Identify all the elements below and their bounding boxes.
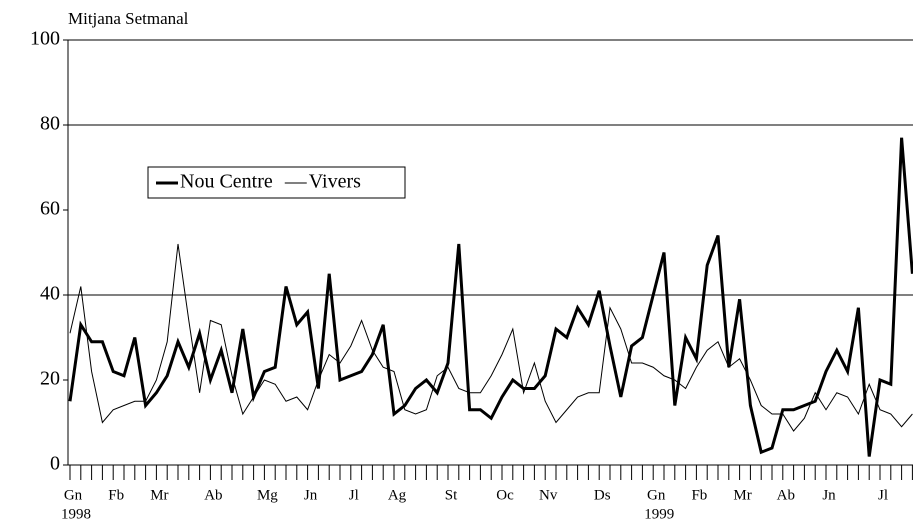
y-tick-label: 0 [50,453,60,475]
legend-label: Nou Centre [180,171,273,193]
legend-box [147,166,406,199]
x-tick-label: St [445,487,458,503]
y-tick-label: 20 [40,368,60,390]
y-tick-label: 80 [40,113,60,135]
x-tick-label: Ab [204,487,222,503]
y-tick-label: 60 [40,198,60,220]
x-tick-label: Mr [733,487,751,503]
chart-title: Mitjana Setmanal [68,9,189,28]
x-year-label: 1998 [61,506,91,522]
y-tick-label: 100 [30,28,60,50]
x-tick-label: Gn [64,487,83,503]
x-tick-label: Ds [594,487,611,503]
x-tick-label: Fb [691,487,707,503]
x-tick-label: Jn [822,487,836,503]
x-tick-label: Jl [878,487,888,503]
x-year-label: 1999 [644,506,674,522]
x-tick-label: Jl [349,487,359,503]
legend-label: Vivers [309,171,361,193]
x-tick-label: Gn [647,487,666,503]
x-tick-label: Nv [539,487,558,503]
x-tick-label: Mg [257,487,278,503]
x-tick-label: Jn [304,487,318,503]
y-tick-label: 40 [40,283,60,305]
series-line [68,137,913,457]
series-line [69,243,913,432]
x-tick-label: Mr [150,487,168,503]
x-tick-label: Ag [388,487,407,503]
x-tick-label: Ab [777,487,795,503]
x-tick-label: Fb [108,487,124,503]
x-tick-label: Oc [496,487,514,503]
